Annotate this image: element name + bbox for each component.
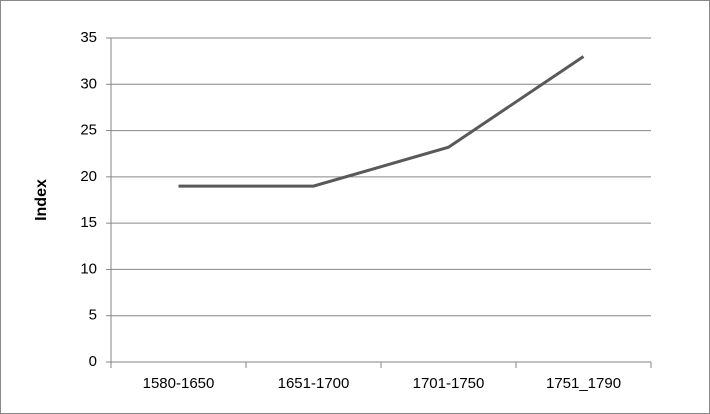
x-tick-label: 1580-1650	[143, 375, 215, 392]
line	[178, 55, 585, 188]
y-tick-label: 15	[80, 214, 97, 231]
y-tick-label: 5	[89, 307, 97, 324]
y-tick-label: 10	[80, 260, 97, 277]
y-tick-label: 30	[80, 75, 97, 92]
y-tick-label: 20	[80, 168, 97, 185]
y-tick-label: 35	[80, 29, 97, 46]
y-tick-label: 25	[80, 122, 97, 139]
x-tick-label: 1751_1790	[546, 375, 621, 392]
x-tick-label: 1701-1750	[413, 375, 485, 392]
y-tick-label: 0	[89, 353, 97, 370]
x-tick-label: 1651-1700	[278, 375, 350, 392]
y-axis-label: Index	[33, 179, 50, 221]
